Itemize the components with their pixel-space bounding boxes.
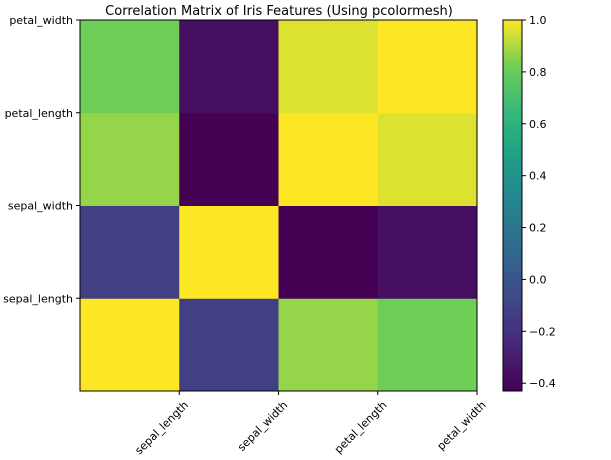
heatmap-cell-sepal_length-sepal_length [80, 298, 180, 392]
y-tick-label: petal_width [9, 14, 73, 27]
heatmap-cell-petal_length-sepal_width [179, 112, 279, 206]
heatmap-cell-petal_length-petal_width [377, 112, 478, 206]
colorbar-ticks: −0.4 −0.2 0.0 0.2 0.4 0.6 0.8 1.0 [522, 14, 556, 390]
heatmap-cell-sepal_width-sepal_width [179, 205, 279, 299]
colorbar-tick-label: 0.0 [529, 273, 547, 286]
chart-title: Correlation Matrix of Iris Features (Usi… [105, 4, 453, 19]
heatmap-cell-petal_width-sepal_length [80, 20, 180, 114]
x-tick-label: petal_width [435, 399, 489, 453]
heatmap-cell-petal_width-petal_length [278, 20, 379, 114]
y-tick-label: petal_length [5, 107, 73, 120]
heatmap-cells [80, 20, 478, 392]
y-tick-label: sepal_length [3, 292, 73, 305]
x-tick-label: sepal_length [132, 399, 191, 458]
heatmap-cell-sepal_length-petal_length [278, 298, 379, 392]
y-tick-label: sepal_width [8, 200, 73, 213]
colorbar-tick-label: 0.2 [529, 222, 547, 235]
heatmap-cell-petal_length-sepal_length [80, 112, 180, 206]
colorbar [502, 19, 523, 392]
heatmap-cell-petal_width-petal_width [377, 20, 478, 114]
x-tick-label: petal_length [332, 399, 390, 457]
heatmap-cell-sepal_width-petal_width [377, 205, 478, 299]
heatmap-cell-sepal_length-petal_width [377, 298, 478, 392]
x-tick-label: sepal_width [235, 399, 290, 454]
colorbar-tick-label: 1.0 [529, 14, 547, 27]
colorbar-tick-label: 0.8 [529, 66, 547, 79]
colorbar-tick-label: −0.2 [529, 325, 556, 338]
x-axis-ticks: sepal_length sepal_width petal_length petal… [132, 391, 489, 458]
heatmap-cell-sepal_width-petal_length [278, 205, 379, 299]
y-axis-ticks: sepal_length sepal_width petal_length petal… [3, 14, 80, 305]
colorbar-tick-label: 0.4 [529, 170, 547, 183]
heatmap-cell-petal_length-petal_length [278, 112, 379, 206]
heatmap-cell-sepal_width-sepal_length [80, 205, 180, 299]
colorbar-tick-label: −0.4 [529, 377, 556, 390]
heatmap-cell-petal_width-sepal_width [179, 20, 279, 114]
heatmap-cell-sepal_length-sepal_width [179, 298, 279, 392]
colorbar-tick-label: 0.6 [529, 118, 547, 131]
